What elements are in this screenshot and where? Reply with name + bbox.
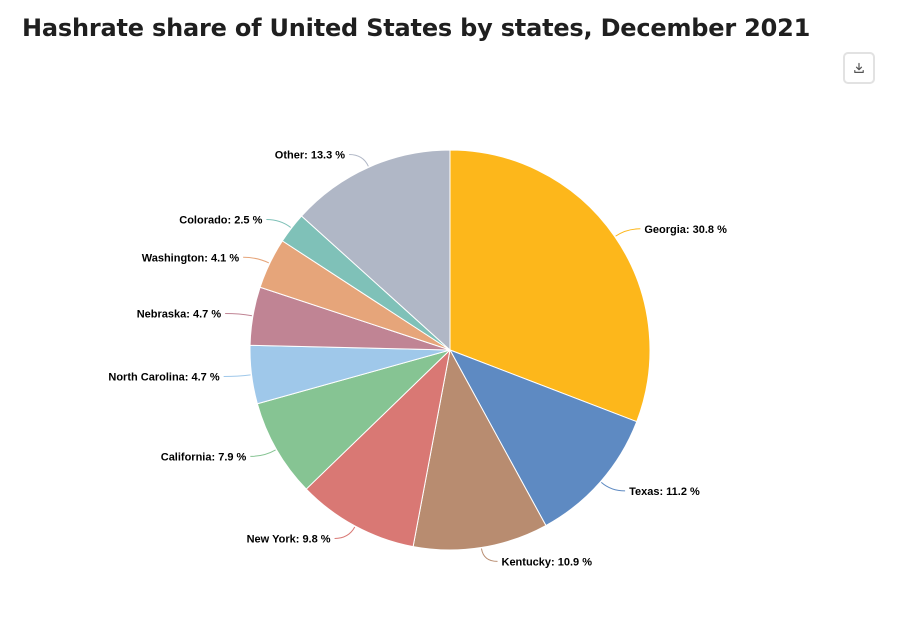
connector-washington <box>243 256 270 264</box>
connector-texas <box>600 481 626 492</box>
pie-slice-new-york[interactable] <box>305 349 451 548</box>
download-icon <box>854 62 864 73</box>
data-label-washington: Washington: 4.1 % <box>142 252 240 264</box>
pie-slices <box>249 149 651 551</box>
pie-slice-kentucky[interactable] <box>412 349 547 551</box>
data-label-kentucky: Kentucky: 10.9 % <box>502 556 593 568</box>
label-connectors <box>223 153 641 562</box>
data-label-california: California: 7.9 % <box>161 451 247 463</box>
connector-new-york <box>334 526 356 539</box>
connector-california <box>250 449 276 457</box>
pie-slice-texas[interactable] <box>449 349 638 527</box>
connector-nebraska <box>225 313 253 317</box>
pie-slice-other[interactable] <box>301 149 451 351</box>
data-label-colorado: Colorado: 2.5 % <box>179 215 262 227</box>
pie-slice-california[interactable] <box>256 349 451 490</box>
slice-labels: Georgia: 30.8 % Texas: 11.2 % Kentucky: 10… <box>108 149 727 568</box>
connector-colorado <box>266 219 291 228</box>
download-button[interactable] <box>843 52 875 84</box>
pie-slice-georgia[interactable] <box>449 149 651 423</box>
connector-kentucky <box>480 548 498 562</box>
connector-other <box>349 153 369 167</box>
connector-georgia <box>615 228 641 237</box>
data-label-other: Other: 13.3 % <box>275 149 346 161</box>
connector-north-carolina <box>223 374 251 378</box>
data-label-georgia: Georgia: 30.8 % <box>644 224 727 236</box>
data-label-texas: Texas: 11.2 % <box>629 486 700 498</box>
data-label-new-york: New York: 9.8 % <box>247 533 331 545</box>
chart-title: Hashrate share of United States by state… <box>22 14 811 42</box>
data-label-north-carolina: North Carolina: 4.7 % <box>108 372 219 384</box>
data-label-nebraska: Nebraska: 4.7 % <box>137 309 222 321</box>
